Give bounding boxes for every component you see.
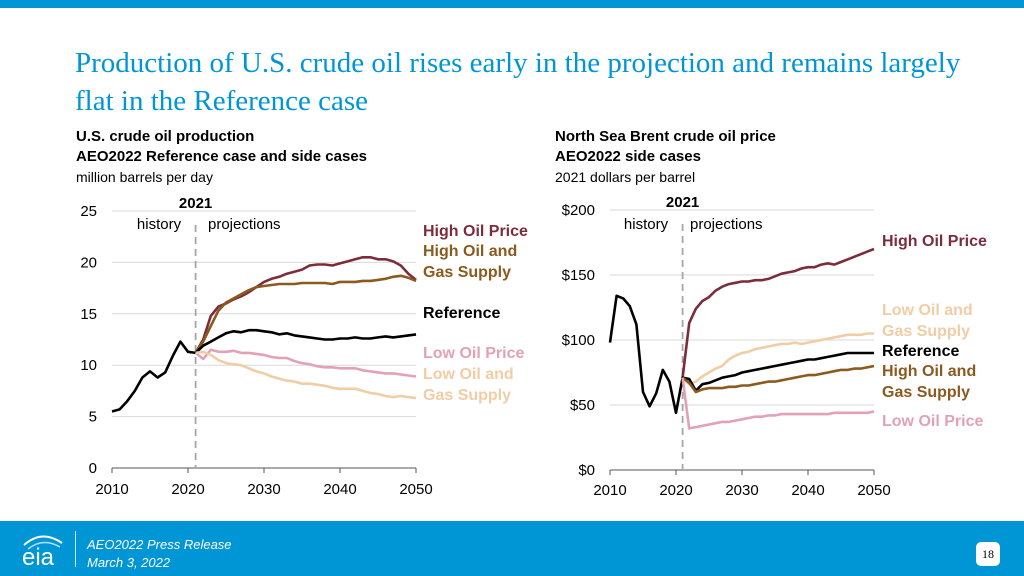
- left-chart-subtitle: AEO2022 Reference case and side cases: [76, 148, 368, 165]
- series-label-high-oil-gas-supply: High Oil and: [423, 243, 517, 260]
- y-tick-label: $200: [562, 202, 595, 219]
- right-chart-heading: North Sea Brent crude oil price AEO2022 …: [555, 127, 776, 187]
- series-line-reference: [111, 328, 417, 413]
- footer-divider: [75, 531, 76, 567]
- series-line-high-oil-gas-supply: [194, 274, 417, 354]
- right-chart-subtitle: AEO2022 side cases: [555, 148, 701, 165]
- series-line-high-oil-price: [681, 247, 875, 378]
- series-line-low-oil-price: [681, 377, 875, 430]
- x-tick-label: 2010: [593, 482, 626, 499]
- y-tick-label: $0: [578, 462, 595, 479]
- eia-logo-icon: eia: [22, 535, 63, 571]
- series-line-reference: [608, 294, 874, 415]
- divider-year-label: 2021: [179, 195, 212, 212]
- x-tick-label: 2010: [95, 481, 128, 498]
- series-line-high-oil-gas-supply: [681, 364, 875, 394]
- x-tick-label: 2030: [725, 482, 758, 499]
- series-label-high-oil-price: High Oil Price: [882, 233, 987, 250]
- y-tick-label: 20: [80, 254, 97, 271]
- x-tick-label: 2040: [323, 481, 356, 498]
- y-tick-label: 10: [80, 357, 97, 374]
- history-label: history: [624, 216, 669, 233]
- top-accent-bar: [0, 0, 1024, 8]
- series-label-low-oil-price: Low Oil Price: [882, 413, 983, 430]
- y-tick-label: $100: [562, 332, 595, 349]
- y-tick-label: $50: [570, 397, 595, 414]
- page-number: 18: [976, 542, 1000, 566]
- left-chart-heading: U.S. crude oil production AEO2022 Refere…: [76, 127, 367, 187]
- y-tick-label: 0: [89, 460, 97, 477]
- eia-logo: eia: [18, 529, 68, 574]
- series-label-reference: Reference: [423, 305, 500, 322]
- series-label-high-oil-gas-supply: Gas Supply: [882, 384, 970, 401]
- footer-date: March 3, 2022: [87, 555, 171, 570]
- series-label-high-oil-price: High Oil Price: [423, 223, 528, 240]
- series-label-low-oil-gas-supply: Gas Supply: [423, 387, 511, 404]
- series-line-low-oil-gas-supply: [195, 350, 417, 400]
- series-line-low-oil-gas-supply: [681, 332, 874, 386]
- footer-bar: eia AEO2022 Press Release March 3, 2022 …: [0, 521, 1024, 576]
- projections-label: projections: [690, 216, 763, 233]
- eia-logo-text: eia: [22, 544, 55, 569]
- series-label-reference: Reference: [882, 343, 959, 360]
- series-label-low-oil-price: Low Oil Price: [423, 345, 524, 362]
- history-label: history: [137, 216, 182, 233]
- series-label-low-oil-gas-supply: Low Oil and: [882, 302, 973, 319]
- x-tick-label: 2030: [247, 481, 280, 498]
- series-label-high-oil-gas-supply: High Oil and: [882, 363, 976, 380]
- y-tick-label: $150: [562, 267, 595, 284]
- page-title: Production of U.S. crude oil rises early…: [75, 47, 961, 117]
- left-chart-units: million barrels per day: [76, 169, 213, 185]
- x-tick-label: 2020: [659, 482, 692, 499]
- series-label-high-oil-gas-supply: Gas Supply: [423, 264, 511, 281]
- y-tick-label: 25: [80, 203, 97, 220]
- right-chart-units: 2021 dollars per barrel: [555, 169, 696, 185]
- x-tick-label: 2020: [171, 481, 204, 498]
- x-tick-label: 2040: [791, 482, 824, 499]
- x-tick-label: 2050: [399, 481, 432, 498]
- projections-label: projections: [208, 216, 281, 233]
- series-label-low-oil-gas-supply: Low Oil and: [423, 366, 514, 383]
- y-tick-label: 15: [80, 306, 97, 323]
- x-tick-label: 2050: [857, 482, 890, 499]
- series-label-low-oil-gas-supply: Gas Supply: [882, 323, 970, 340]
- divider-year-label: 2021: [666, 194, 699, 211]
- right-chart-title: North Sea Brent crude oil price: [555, 128, 776, 145]
- left-chart-title: U.S. crude oil production: [76, 128, 255, 145]
- footer-release-label: AEO2022 Press Release: [87, 537, 232, 552]
- series-line-low-oil-price: [194, 348, 417, 378]
- y-tick-label: 5: [89, 409, 97, 426]
